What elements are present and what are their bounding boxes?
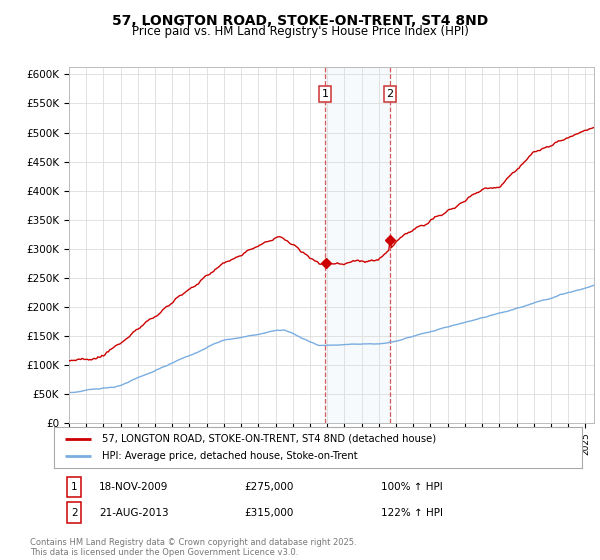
FancyBboxPatch shape <box>67 477 82 497</box>
Text: 2: 2 <box>71 507 77 517</box>
Text: Price paid vs. HM Land Registry's House Price Index (HPI): Price paid vs. HM Land Registry's House … <box>131 25 469 38</box>
Text: 1: 1 <box>322 89 329 99</box>
Text: £315,000: £315,000 <box>244 507 293 517</box>
FancyBboxPatch shape <box>67 502 82 522</box>
Text: 57, LONGTON ROAD, STOKE-ON-TRENT, ST4 8ND: 57, LONGTON ROAD, STOKE-ON-TRENT, ST4 8N… <box>112 14 488 28</box>
Text: 122% ↑ HPI: 122% ↑ HPI <box>382 507 443 517</box>
Text: 2: 2 <box>386 89 394 99</box>
Text: 57, LONGTON ROAD, STOKE-ON-TRENT, ST4 8ND (detached house): 57, LONGTON ROAD, STOKE-ON-TRENT, ST4 8N… <box>101 433 436 444</box>
Text: HPI: Average price, detached house, Stoke-on-Trent: HPI: Average price, detached house, Stok… <box>101 451 357 461</box>
Text: 21-AUG-2013: 21-AUG-2013 <box>99 507 169 517</box>
Bar <box>325 67 390 423</box>
Text: 18-NOV-2009: 18-NOV-2009 <box>99 482 168 492</box>
Text: 1: 1 <box>71 482 77 492</box>
Text: £275,000: £275,000 <box>244 482 293 492</box>
Text: Contains HM Land Registry data © Crown copyright and database right 2025.
This d: Contains HM Land Registry data © Crown c… <box>30 538 356 557</box>
Text: 100% ↑ HPI: 100% ↑ HPI <box>382 482 443 492</box>
